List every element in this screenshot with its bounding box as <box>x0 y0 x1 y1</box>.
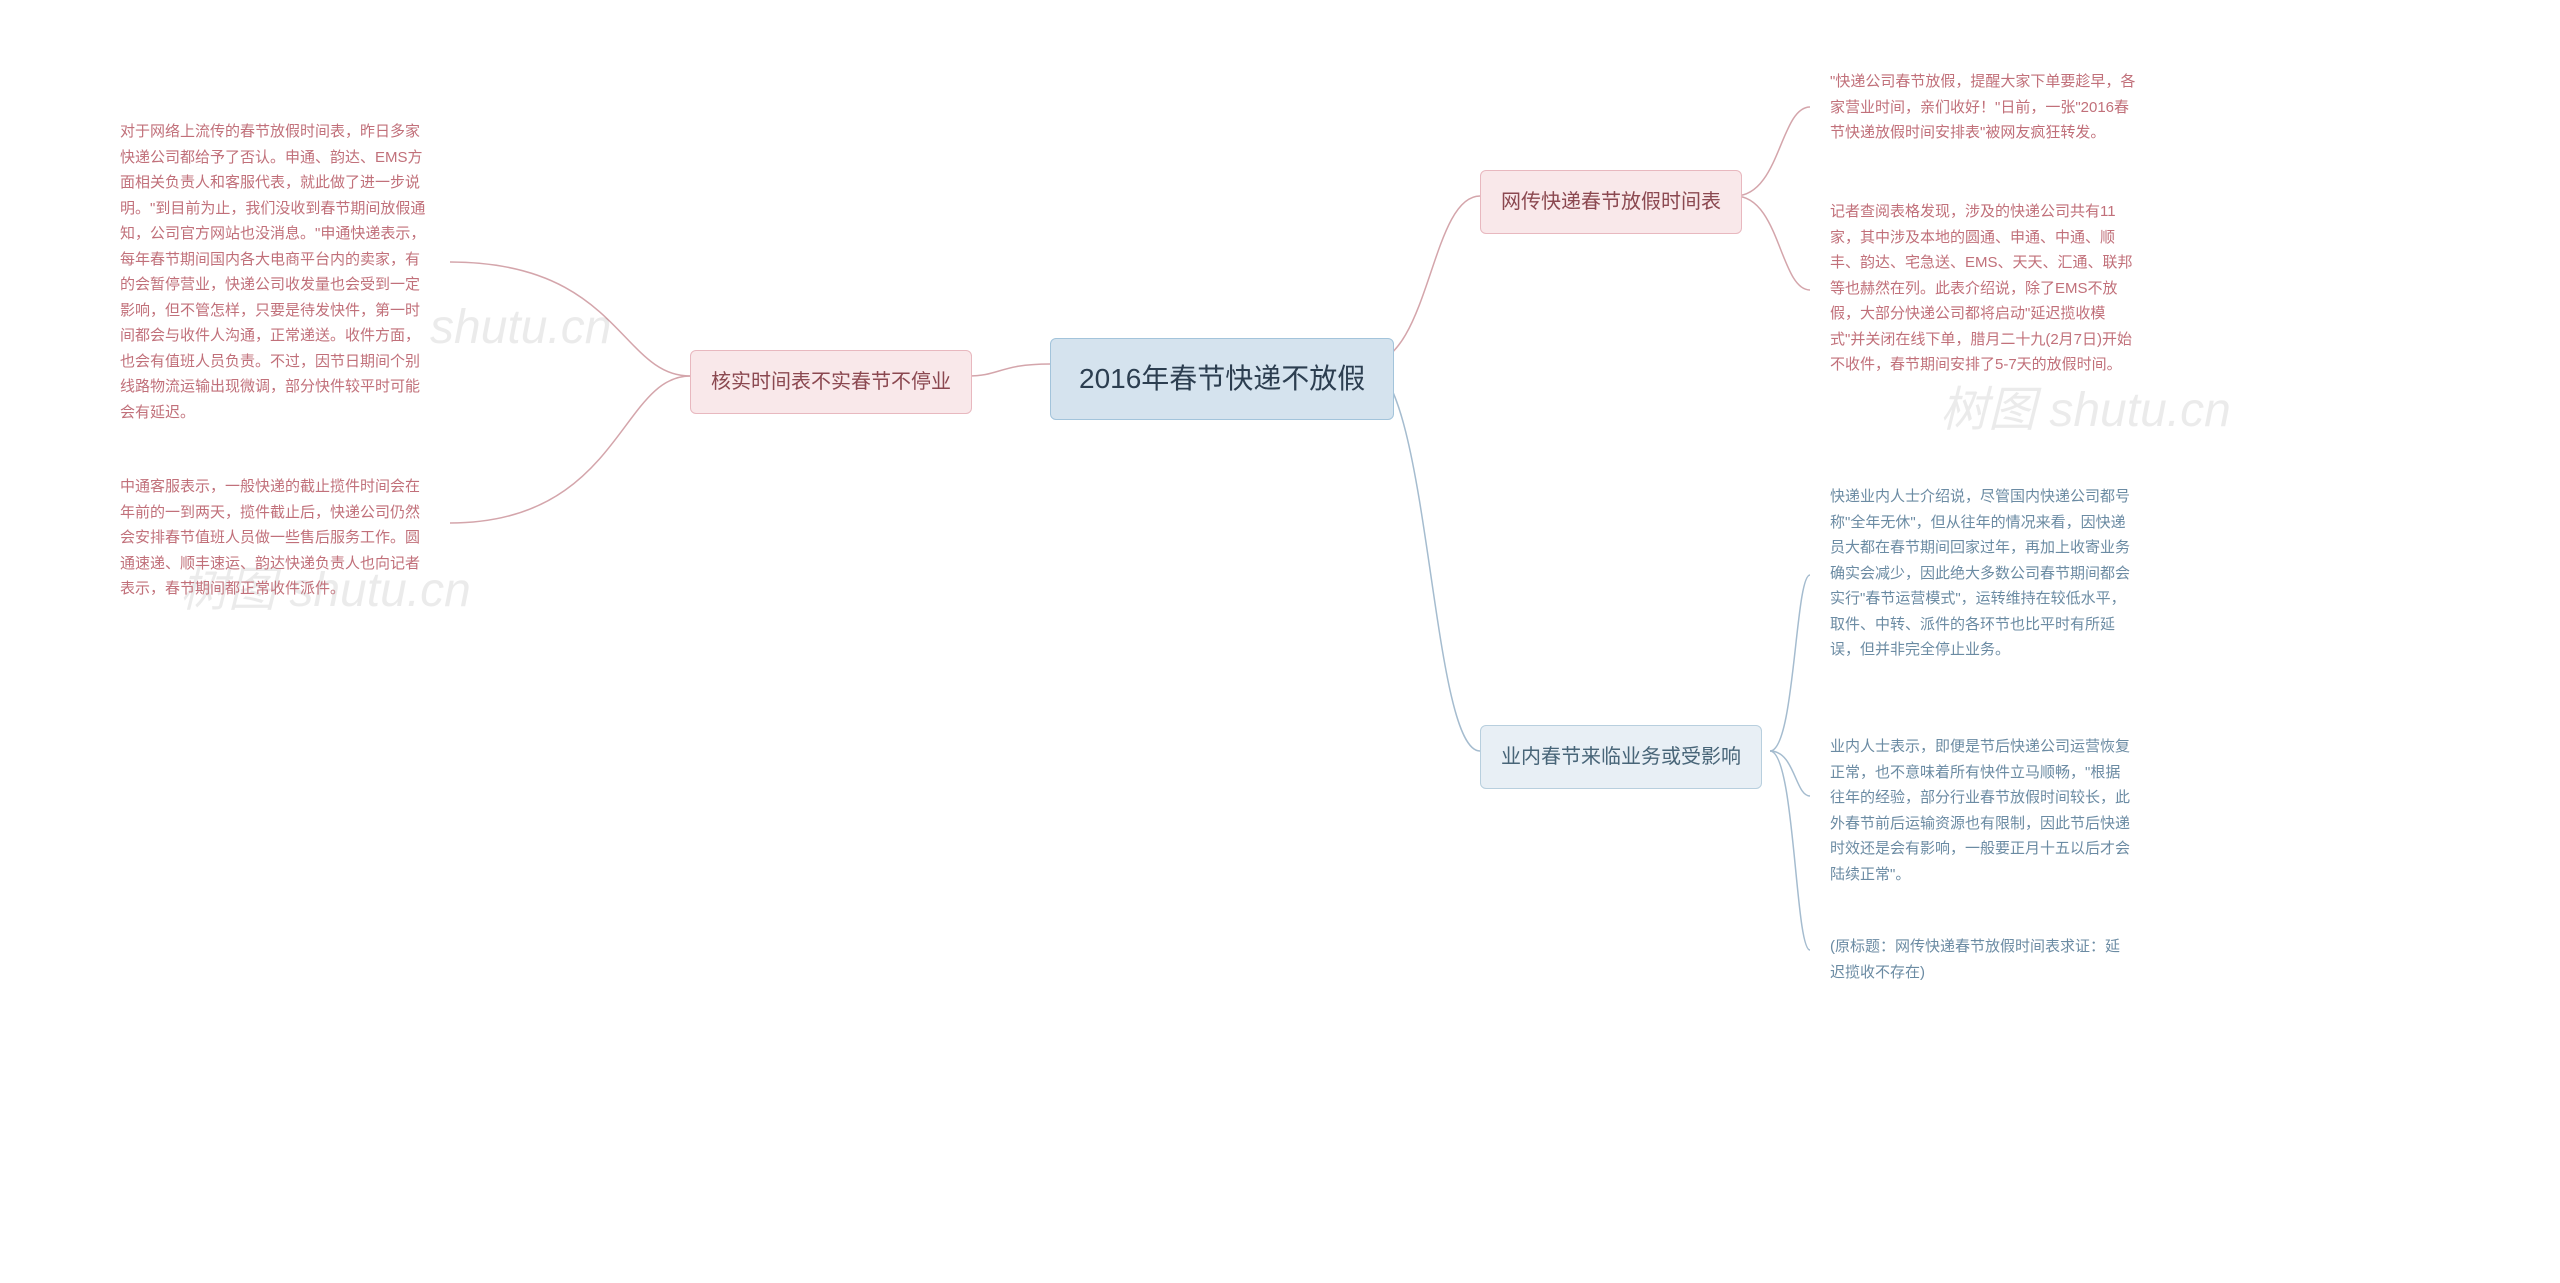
leaf-right-top-2[interactable]: 记者查阅表格发现，涉及的快递公司共有11家，其中涉及本地的圆通、申通、中通、顺丰… <box>1810 185 2160 392</box>
leaf-left-2[interactable]: 中通客服表示，一般快递的截止揽件时间会在年前的一到两天，揽件截止后，快递公司仍然… <box>100 460 450 616</box>
leaf-right-top-1[interactable]: "快递公司春节放假，提醒大家下单要趁早，各家营业时间，亲们收好！"日前，一张"2… <box>1810 55 2160 160</box>
leaf-right-bottom-3[interactable]: (原标题：网传快递春节放假时间表求证：延迟揽收不存在) <box>1810 920 2150 999</box>
leaf-left-1[interactable]: 对于网络上流传的春节放假时间表，昨日多家快递公司都给予了否认。申通、韵达、EMS… <box>100 105 450 439</box>
branch-left[interactable]: 核实时间表不实春节不停业 <box>690 350 972 414</box>
root-node[interactable]: 2016年春节快递不放假 <box>1050 338 1394 420</box>
branch-right-top[interactable]: 网传快递春节放假时间表 <box>1480 170 1742 234</box>
branch-right-bottom[interactable]: 业内春节来临业务或受影响 <box>1480 725 1762 789</box>
leaf-right-bottom-1[interactable]: 快递业内人士介绍说，尽管国内快递公司都号称"全年无休"，但从往年的情况来看，因快… <box>1810 470 2150 677</box>
leaf-right-bottom-2[interactable]: 业内人士表示，即便是节后快递公司运营恢复正常，也不意味着所有快件立马顺畅，"根据… <box>1810 720 2150 901</box>
watermark: shutu.cn <box>430 300 611 355</box>
